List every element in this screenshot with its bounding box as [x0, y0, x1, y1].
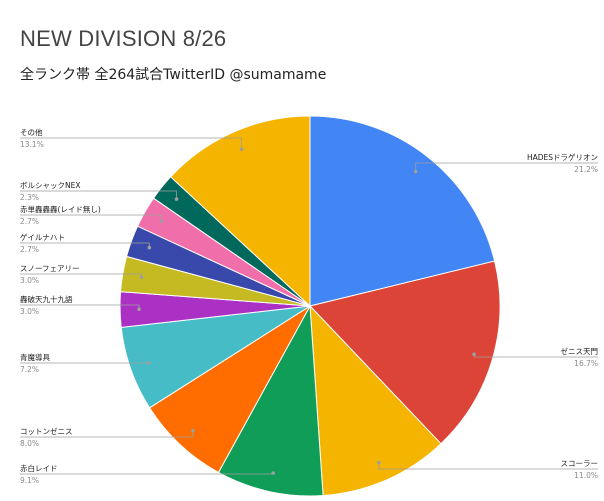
pie-slices [119, 115, 501, 497]
chart-title: NEW DIVISION 8/26 [20, 26, 227, 51]
slice-percent: 9.1% [20, 476, 39, 485]
slice-percent: 13.1% [20, 140, 44, 149]
slice-label: 赤単轟轟轟(レイド無し) [20, 204, 101, 214]
leader-line [20, 304, 140, 310]
leader-dot [139, 275, 144, 279]
pie-slice [309, 304, 442, 497]
leader-line [20, 137, 243, 150]
pie-slice [309, 260, 501, 445]
slice-label: スノーフェアリー [20, 264, 80, 273]
pie-slice [309, 115, 496, 307]
slice-percent: 21.2% [574, 165, 598, 174]
slice-label: HADESドラゲリオン [527, 153, 598, 162]
slice-label: ゲイルナハト [20, 233, 65, 242]
slice-label: ボルシャックNEX [20, 181, 81, 190]
leader-line [20, 273, 142, 278]
leader-dot [191, 428, 195, 433]
slice-label: その他 [20, 127, 43, 137]
slice-percent: 3.0% [20, 307, 39, 316]
slice-label: コットンゼニス [20, 426, 73, 436]
chart-subtitle: 全ランク帯 全264試合TwitterID @sumamame [20, 67, 327, 83]
leader-line [415, 162, 598, 172]
leader-line [20, 473, 274, 475]
leader-line [378, 462, 598, 470]
slice-percent: 11.0% [574, 471, 598, 480]
leader-line [20, 430, 194, 438]
slice-label: 赤白レイド [20, 463, 58, 473]
pie-slice [169, 115, 311, 308]
slice-label: ゼニス天門 [561, 346, 599, 356]
leader-line [473, 354, 598, 358]
leader-line [20, 190, 177, 200]
slice-percent: 2.7% [20, 217, 39, 226]
slice-labels: HADESドラゲリオン 21.2% ゼニス天門 16.7% スコーラー 11.0% 赤白レイ… [20, 127, 598, 485]
slice-label: 轟破天九十九語 [20, 294, 73, 304]
leader-lines [20, 137, 598, 475]
slice-percent: 2.3% [20, 193, 39, 202]
slice-percent: 2.7% [20, 245, 39, 254]
leader-dot [413, 169, 418, 174]
leader-line [20, 214, 162, 222]
leader-dot [137, 307, 141, 312]
slice-label: スコーラー [561, 459, 599, 468]
leader-line [20, 242, 150, 248]
slice-label: 青魔導具 [20, 352, 50, 362]
slice-percent: 16.7% [574, 359, 598, 368]
slice-percent: 7.2% [20, 365, 39, 374]
slice-percent: 3.0% [20, 276, 39, 285]
pie-slice [148, 305, 311, 474]
slice-percent: 8.0% [20, 439, 39, 448]
